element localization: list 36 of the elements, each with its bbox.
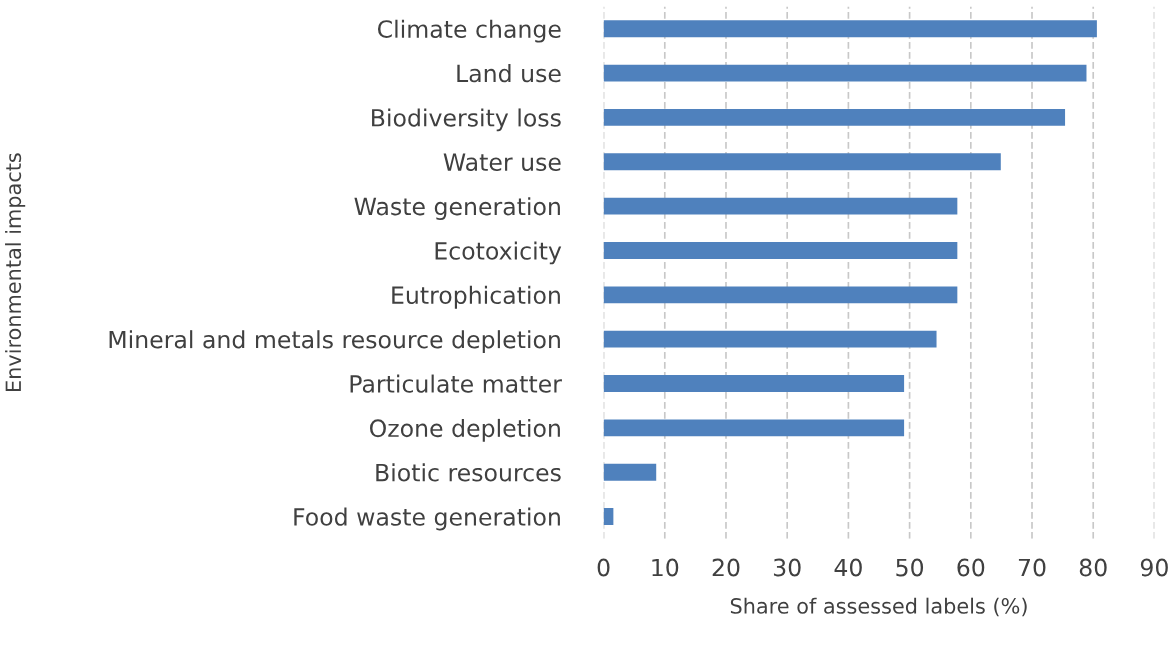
bar [603, 153, 1001, 171]
bar [603, 508, 614, 525]
bar [603, 242, 958, 259]
y-tick-label: Biodiversity loss [372, 108, 561, 132]
bar [603, 64, 1087, 82]
y-tick-label: Mineral and metals resource depletion [109, 330, 560, 354]
y-tick-label: Land use [457, 64, 561, 83]
bar [603, 286, 958, 304]
y-tick-label: Ecotoxicity [435, 241, 562, 265]
y-tick-label: Ozone depletion [370, 418, 560, 442]
bar [603, 463, 657, 481]
bar [603, 330, 937, 348]
y-tick-label: Climate change [377, 19, 561, 43]
x-tick-label: 30 [773, 558, 801, 577]
bar [603, 375, 905, 392]
x-tick-label: 70 [1018, 558, 1046, 577]
x-tick-label: 60 [957, 558, 985, 577]
x-tick-label: 10 [652, 558, 679, 577]
x-tick-label: 40 [834, 558, 862, 577]
y-tick-label: Biotic resources [376, 463, 561, 482]
x-tick-label: 0 [597, 558, 610, 577]
y-tick-label: Water use [443, 153, 561, 172]
bar [603, 20, 1097, 38]
y-axis-title: Environmental impacts [5, 153, 26, 391]
x-tick-label: 80 [1079, 558, 1107, 577]
bar [603, 108, 1066, 126]
bar [603, 197, 958, 215]
y-tick-label: Food waste generation [294, 507, 560, 531]
x-tick-label: 90 [1140, 558, 1168, 577]
x-tick-label: 20 [712, 558, 740, 577]
y-tick-label: Eutrophication [392, 285, 560, 309]
y-tick-label: Waste generation [354, 197, 560, 220]
bar [603, 419, 905, 437]
y-tick-label: Particulate matter [350, 374, 562, 393]
x-axis-title: Share of assessed labels (%) [730, 597, 1027, 617]
x-tick-label: 50 [896, 558, 924, 577]
